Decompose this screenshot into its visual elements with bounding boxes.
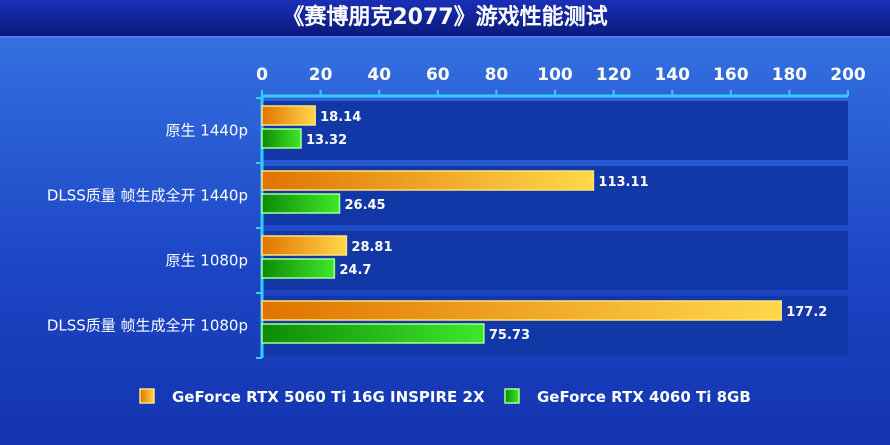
chart-title: 《赛博朋克2077》游戏性能测试 — [282, 5, 608, 30]
legend-swatch-green — [504, 388, 520, 404]
legend-label: GeForce RTX 5060 Ti 16G INSPIRE 2X — [172, 388, 485, 406]
x-tick-label: 140 — [654, 65, 690, 85]
bar-rtx5060ti — [261, 300, 782, 321]
x-tick-label: 160 — [713, 65, 749, 85]
legend-label: GeForce RTX 4060 Ti 8GB — [537, 388, 751, 406]
x-tick-label: 20 — [309, 65, 333, 85]
bar-rtx5060ti — [261, 170, 595, 191]
data-label: 18.14 — [320, 110, 361, 125]
data-label: 13.32 — [306, 133, 347, 148]
category-label: 原生 1440p — [166, 122, 248, 140]
bar-rtx4060ti — [261, 258, 336, 279]
bar-rtx5060ti — [261, 235, 348, 256]
x-tick-label: 200 — [830, 65, 866, 85]
legend-swatch-orange — [139, 388, 155, 404]
row-band — [262, 231, 848, 290]
x-tick-label: 60 — [426, 65, 450, 85]
data-label: 75.73 — [489, 328, 530, 343]
data-label: 113.11 — [598, 175, 648, 190]
bar-rtx4060ti — [261, 193, 341, 214]
x-tick-label: 120 — [596, 65, 632, 85]
data-label: 24.7 — [339, 263, 371, 278]
category-label: 原生 1080p — [166, 252, 248, 270]
x-tick-label: 40 — [367, 65, 391, 85]
data-label: 177.2 — [786, 305, 827, 320]
bar-rtx4060ti — [261, 323, 485, 344]
data-label: 26.45 — [344, 198, 385, 213]
category-label: DLSS质量 帧生成全开 1080p — [47, 317, 248, 335]
row-band — [262, 101, 848, 160]
x-tick-label: 100 — [537, 65, 573, 85]
bar-rtx5060ti — [261, 105, 316, 126]
x-tick-label: 80 — [485, 65, 509, 85]
x-tick-label: 0 — [256, 65, 268, 85]
bar-rtx4060ti — [261, 128, 302, 149]
data-label: 28.81 — [351, 240, 392, 255]
title-bar: 《赛博朋克2077》游戏性能测试 — [0, 0, 890, 38]
category-label: DLSS质量 帧生成全开 1440p — [47, 187, 248, 205]
x-tick-label: 180 — [772, 65, 808, 85]
